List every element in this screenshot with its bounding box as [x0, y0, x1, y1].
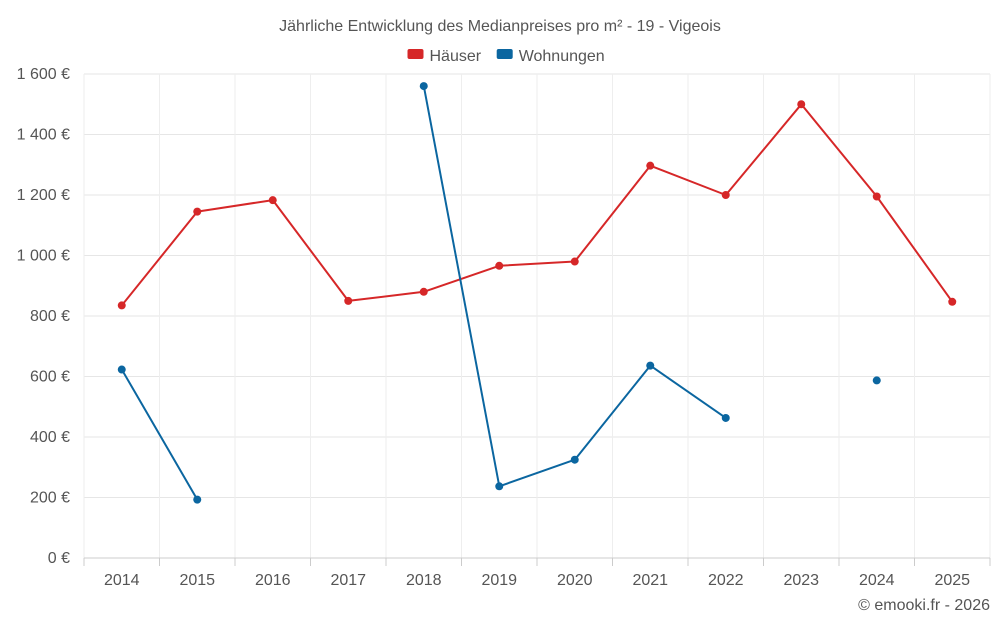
- y-tick-label: 600 €: [30, 369, 70, 386]
- x-tick-label: 2017: [330, 572, 366, 589]
- data-point[interactable]: [646, 161, 655, 170]
- data-point[interactable]: [495, 482, 504, 491]
- legend-label: Häuser: [430, 48, 482, 65]
- data-point[interactable]: [646, 361, 655, 370]
- y-tick-label: 1 400 €: [17, 127, 70, 144]
- data-point[interactable]: [797, 100, 806, 109]
- y-tick-label: 800 €: [30, 308, 70, 325]
- legend-swatch: [407, 49, 424, 59]
- data-point[interactable]: [495, 261, 504, 270]
- x-tick-label: 2015: [179, 572, 215, 589]
- data-point[interactable]: [344, 296, 353, 305]
- chart-credit: © emooki.fr - 2026: [858, 597, 990, 614]
- data-point[interactable]: [570, 455, 579, 464]
- grid-lines: [83, 73, 991, 558]
- x-tick-label: 2023: [783, 572, 819, 589]
- data-point[interactable]: [117, 365, 126, 374]
- series-layer: [117, 82, 957, 504]
- x-tick-label: 2016: [255, 572, 291, 589]
- x-axis: 2014 2015 2016 2017 2018 2019 2020 2021 2022 2023…: [83, 557, 991, 589]
- y-tick-label: 1 200 €: [17, 187, 70, 204]
- data-point[interactable]: [419, 82, 428, 91]
- y-axis: 0 € 200 € 400 € 600 € 800 € 1 000 € 1 200 € 1 4…: [17, 66, 70, 567]
- y-tick-label: 1 000 €: [17, 248, 70, 265]
- data-point[interactable]: [948, 297, 957, 306]
- y-tick-label: 200 €: [30, 490, 70, 507]
- x-tick-label: 2025: [934, 572, 970, 589]
- x-tick-label: 2024: [859, 572, 895, 589]
- legend-item[interactable]: Häuser: [407, 48, 482, 65]
- y-tick-label: 400 €: [30, 429, 70, 446]
- series-line: [121, 103, 954, 307]
- data-point[interactable]: [721, 191, 730, 199]
- data-point[interactable]: [117, 301, 126, 310]
- x-tick-label: 2020: [557, 572, 593, 589]
- y-tick-label: 1 600 €: [17, 66, 70, 83]
- data-point[interactable]: [721, 413, 730, 422]
- data-point[interactable]: [872, 192, 881, 201]
- y-tick-label: 0 €: [48, 550, 70, 567]
- x-tick-label: 2018: [406, 572, 442, 589]
- legend-swatch: [496, 49, 513, 59]
- legend-item[interactable]: Wohnungen: [496, 48, 605, 65]
- data-point[interactable]: [419, 287, 428, 296]
- legend: Häuser Wohnungen: [407, 48, 605, 65]
- series-haeuser: [117, 100, 957, 310]
- data-point[interactable]: [193, 207, 202, 216]
- x-tick-label: 2021: [632, 572, 668, 589]
- data-point[interactable]: [268, 196, 277, 205]
- series-wohnungen: [117, 82, 881, 504]
- data-point[interactable]: [570, 257, 579, 266]
- legend-label: Wohnungen: [519, 48, 605, 65]
- chart-title: Jährliche Entwicklung des Medianpreises …: [279, 18, 721, 35]
- data-point[interactable]: [193, 495, 202, 504]
- x-tick-label: 2022: [708, 572, 744, 589]
- x-tick-label: 2014: [104, 572, 140, 589]
- data-point[interactable]: [872, 376, 881, 385]
- x-tick-label: 2019: [481, 572, 517, 589]
